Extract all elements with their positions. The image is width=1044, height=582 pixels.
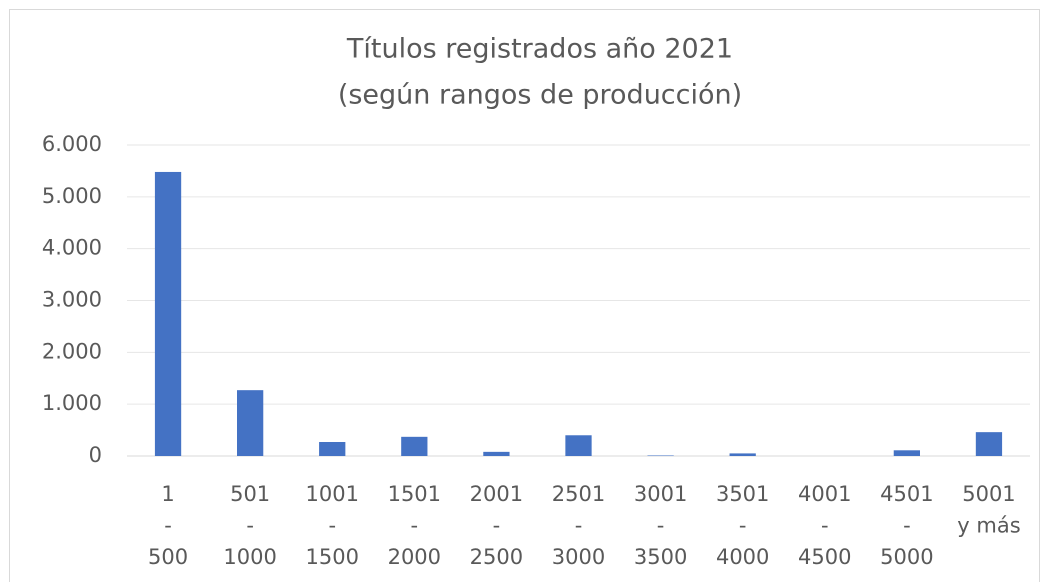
- x-tick-label: -: [575, 514, 583, 538]
- x-tick-label: 3000: [552, 545, 605, 569]
- bar: [729, 453, 756, 456]
- bar: [154, 171, 182, 456]
- y-tick-label: 3.000: [42, 288, 102, 312]
- y-tick-label: 0: [89, 443, 102, 467]
- x-tick-label: 2000: [388, 545, 441, 569]
- x-tick-label: 5000: [880, 545, 933, 569]
- x-tick-label: 500: [148, 545, 188, 569]
- x-tick-label: 4000: [716, 545, 769, 569]
- bar: [319, 442, 346, 456]
- x-tick-label: -: [903, 514, 911, 538]
- x-tick-label: 4501: [880, 482, 933, 506]
- x-tick-label: 1501: [388, 482, 441, 506]
- x-tick-label: 1000: [223, 545, 276, 569]
- chart-title: Títulos registrados año 2021: [346, 34, 733, 65]
- x-tick-label: 2501: [552, 482, 605, 506]
- y-tick-label: 6.000: [42, 132, 102, 156]
- y-tick-label: 1.000: [42, 391, 102, 415]
- bar: [893, 450, 920, 456]
- x-tick-label: 2500: [470, 545, 523, 569]
- bar: [483, 451, 510, 456]
- x-tick-label: -: [411, 514, 419, 538]
- bar: [975, 432, 1003, 456]
- x-tick-label: 4001: [798, 482, 851, 506]
- x-tick-label: 2001: [470, 482, 523, 506]
- bar: [565, 435, 592, 456]
- x-tick-label: 501: [230, 482, 270, 506]
- x-tick-label: y más: [957, 514, 1020, 538]
- x-tick-label: -: [657, 514, 665, 538]
- x-tick-label: -: [493, 514, 501, 538]
- x-tick-label: -: [246, 514, 254, 538]
- chart-title: (según rangos de producción): [338, 80, 742, 111]
- bar: [237, 390, 264, 456]
- bar: [401, 436, 428, 456]
- y-tick-label: 4.000: [42, 236, 102, 260]
- x-tick-label: -: [821, 514, 829, 538]
- x-tick-label: -: [164, 514, 172, 538]
- x-tick-label: 3501: [716, 482, 769, 506]
- y-tick-label: 5.000: [42, 184, 102, 208]
- y-tick-label: 2.000: [42, 339, 102, 363]
- bar: [647, 455, 674, 456]
- x-tick-label: -: [328, 514, 336, 538]
- x-tick-label: 1001: [306, 482, 359, 506]
- x-tick-label: 3500: [634, 545, 687, 569]
- x-tick-label: 3001: [634, 482, 687, 506]
- x-tick-label: 5001: [962, 482, 1015, 506]
- x-tick-label: 1500: [306, 545, 359, 569]
- x-tick-label: 4500: [798, 545, 851, 569]
- x-tick-label: 1: [161, 482, 174, 506]
- x-tick-label: -: [739, 514, 747, 538]
